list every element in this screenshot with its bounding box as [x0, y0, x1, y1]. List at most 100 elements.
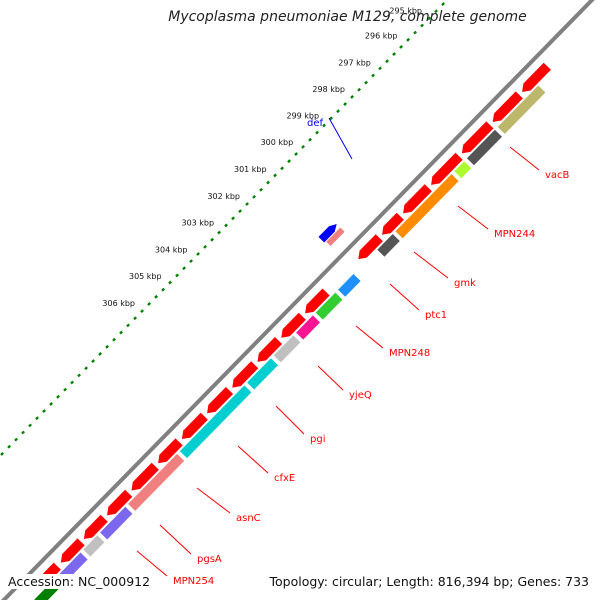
gene-label: MPN248: [389, 348, 430, 359]
outer-tick-mark: [280, 166, 284, 171]
outer-tick-mark: [42, 409, 46, 413]
cds-forward-feature: [60, 538, 85, 563]
outer-tick-mark: [56, 394, 60, 399]
cds-forward-feature: [281, 312, 306, 338]
outer-tick-mark: [308, 137, 312, 142]
gene-feature: [454, 161, 472, 179]
gene-leader-line: [275, 405, 305, 435]
outer-tick-mark: [182, 266, 186, 271]
gene-feature: [100, 506, 133, 540]
gene-leader-line: [159, 524, 192, 555]
gene-label: yjeQ: [349, 390, 372, 401]
gene-leader-line: [413, 251, 449, 279]
outer-tick-mark: [112, 337, 116, 342]
cds-forward-feature: [461, 121, 494, 154]
gene-label: vacB: [545, 170, 570, 181]
outer-tick-mark: [77, 373, 81, 378]
outer-tick-mark: [224, 223, 228, 228]
outer-tick-mark: [217, 230, 221, 235]
cds-forward-feature: [403, 184, 432, 214]
gene-leader-line: [196, 487, 231, 514]
gene-label: pgsA: [197, 554, 222, 565]
cds-forward-feature: [257, 337, 283, 362]
gene-feature: [497, 85, 546, 134]
outer-tick-mark: [427, 16, 431, 21]
cds-forward-feature: [305, 288, 330, 314]
gene-label: asnC: [236, 513, 261, 524]
kbp-label: 298 kbp: [312, 85, 345, 94]
outer-tick-mark: [371, 73, 375, 78]
cds-forward-feature: [181, 412, 208, 439]
gene-label: pgi: [310, 434, 325, 445]
topology-text: Topology: circular; Length: 816,394 bp; …: [269, 574, 589, 589]
gene-feature: [466, 129, 502, 166]
outer-tick-mark: [105, 344, 109, 349]
gene-feature: [395, 174, 459, 239]
gene-leader-line: [389, 283, 420, 311]
gene-leader-line: [136, 550, 168, 577]
kbp-label: 299 kbp: [286, 111, 319, 120]
outer-tick-mark: [294, 152, 298, 156]
outer-tick-mark: [413, 30, 417, 35]
gene-leader-line: [328, 117, 353, 160]
cds-forward-feature: [492, 91, 523, 122]
outer-tick-mark: [35, 416, 39, 421]
outer-tick-mark: [378, 66, 382, 71]
gene-label: ptc1: [425, 310, 447, 321]
outer-tick-mark: [231, 216, 235, 221]
gene-leader-line: [509, 146, 540, 171]
gene-label: cfxE: [274, 473, 295, 484]
outer-tick-mark: [357, 87, 361, 92]
outer-tick-mark: [84, 366, 88, 371]
kbp-label: 295 kbp: [389, 6, 422, 15]
gene-leader-line: [317, 365, 344, 391]
gene-label: gmk: [454, 278, 476, 289]
outer-tick-mark: [189, 259, 193, 264]
gene-feature: [338, 274, 361, 297]
gene-feature: [179, 385, 252, 459]
outer-tick-mark: [7, 444, 11, 449]
outer-tick-mark: [259, 187, 263, 192]
cds-forward-feature: [358, 234, 383, 260]
outer-tick-mark: [28, 423, 32, 428]
outer-tick-mark: [203, 244, 207, 249]
gene-feature: [296, 315, 320, 340]
outer-tick-mark: [147, 302, 151, 306]
cds-forward-feature: [522, 62, 551, 92]
outer-tick-mark: [329, 116, 333, 121]
outer-tick-mark: [315, 130, 319, 135]
outer-tick-mark: [238, 209, 242, 214]
outer-tick-mark: [63, 387, 67, 392]
outer-tick-mark: [126, 323, 130, 328]
outer-tick-mark: [133, 316, 137, 321]
outer-tick-mark: [252, 194, 256, 199]
gene-label: MPN254: [173, 576, 214, 587]
outer-tick-mark: [175, 273, 179, 278]
outer-tick-mark: [343, 102, 347, 106]
outer-tick-mark: [210, 237, 214, 242]
gene-label: MPN244: [494, 229, 535, 240]
outer-tick-mark: [364, 80, 368, 85]
gene-feature: [83, 535, 105, 557]
kbp-label: 303 kbp: [181, 219, 214, 228]
kbp-label: 297 kbp: [338, 59, 371, 68]
outer-tick-mark: [385, 59, 389, 64]
outer-tick-mark: [161, 287, 165, 292]
kbp-label: 296 kbp: [365, 31, 398, 40]
outer-tick-mark: [406, 37, 410, 42]
kbp-label: 305 kbp: [129, 272, 162, 281]
outer-tick-mark: [168, 280, 172, 285]
kbp-label: 302 kbp: [207, 192, 240, 201]
outer-tick-mark: [301, 144, 305, 149]
outer-tick-mark: [392, 52, 396, 56]
outer-tick-mark: [245, 202, 249, 206]
gene-feature: [377, 234, 400, 257]
gene-label: def: [307, 118, 324, 129]
outer-tick-mark: [350, 94, 354, 99]
def-cds-feature: [326, 227, 345, 246]
